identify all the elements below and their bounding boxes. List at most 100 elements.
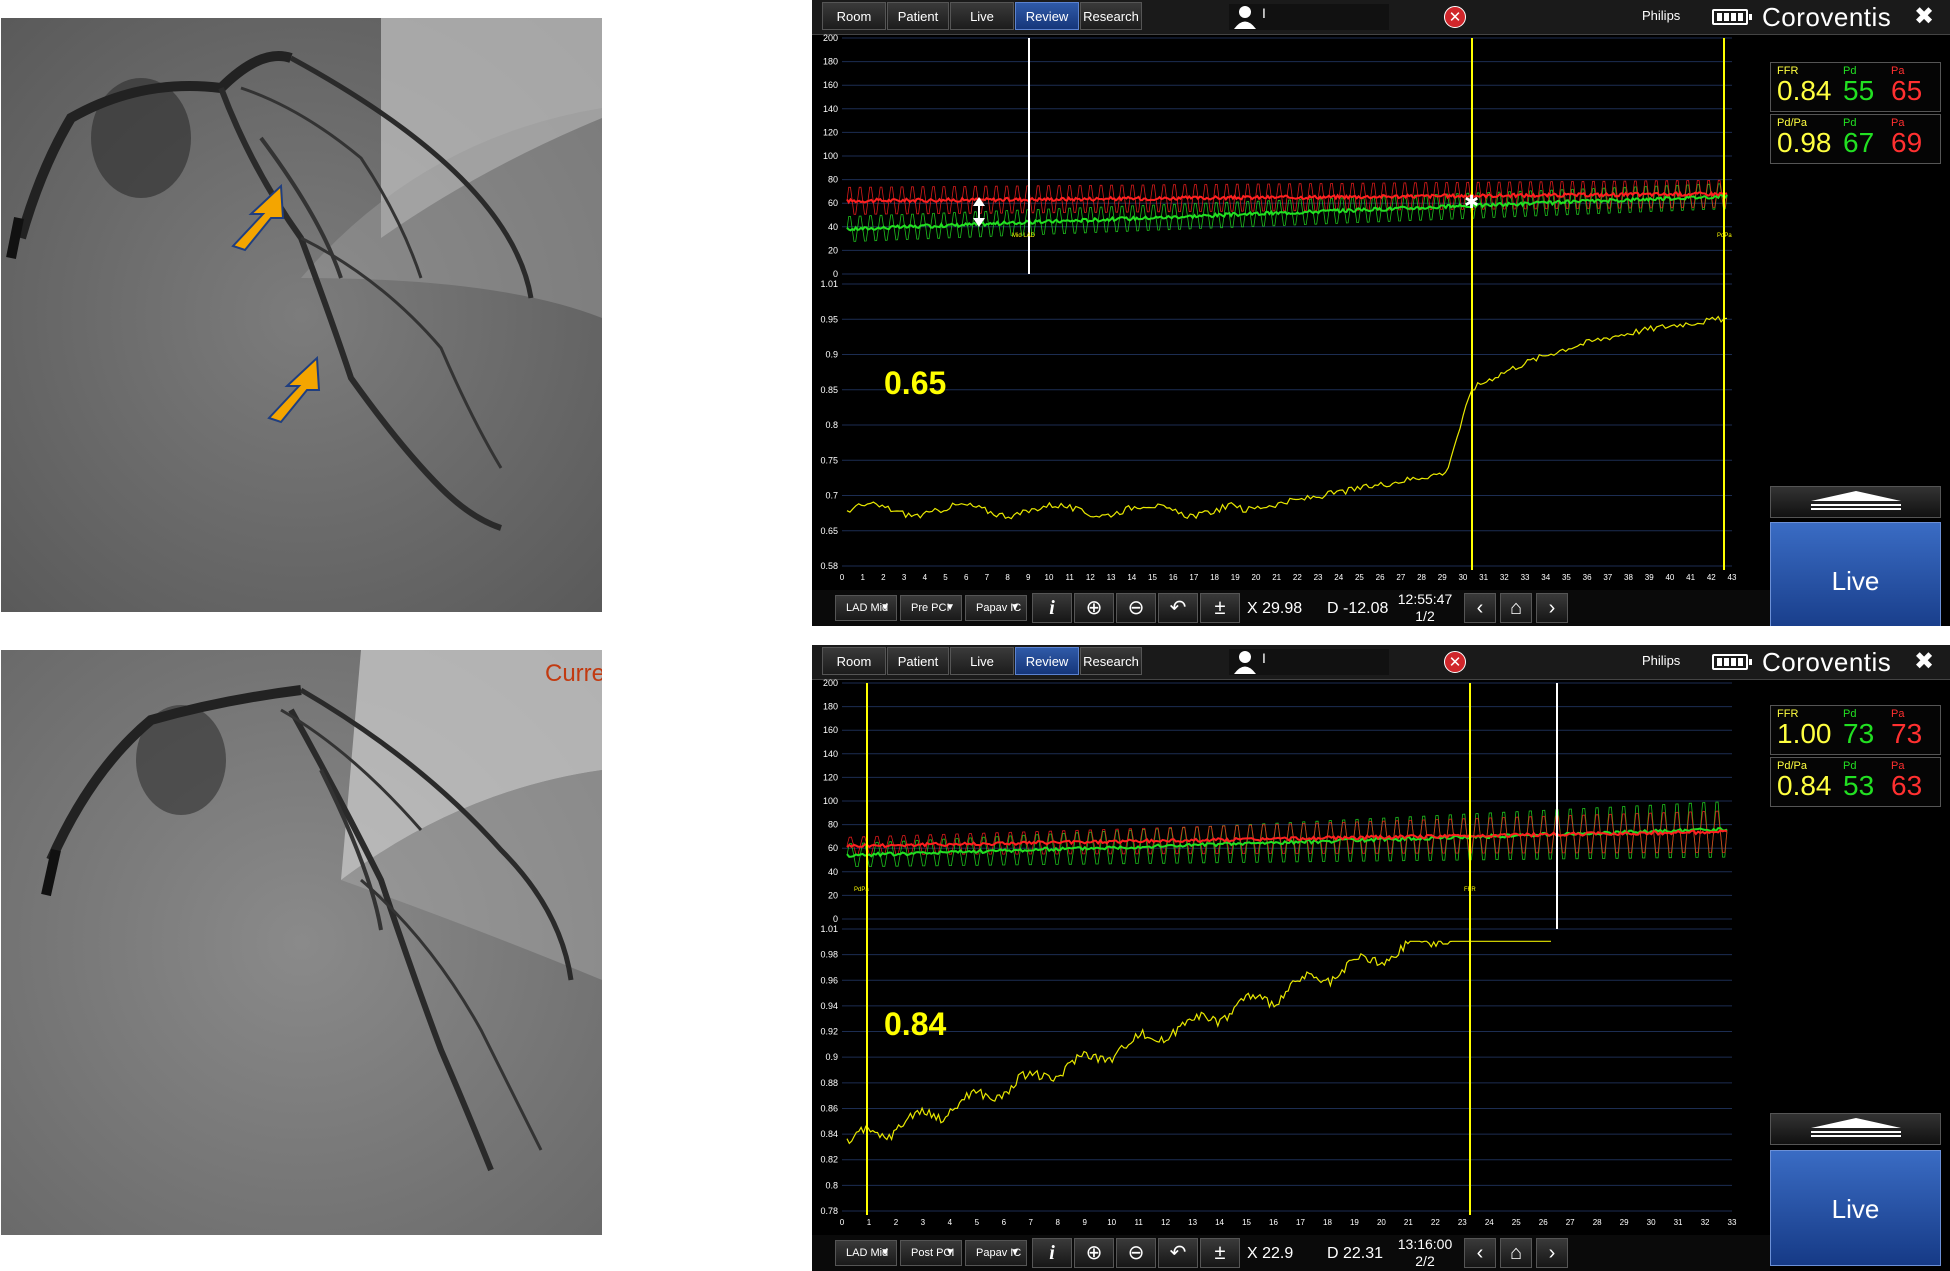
undo-icon[interactable]: ↶: [1158, 593, 1198, 623]
x-tick: 21: [1272, 573, 1281, 582]
pressure-chart[interactable]: 2001801601401201008060402001.010.950.90.…: [812, 34, 1770, 590]
x-tick: 6: [964, 573, 969, 582]
tab-research[interactable]: Research: [1080, 2, 1142, 30]
zoom-in-icon[interactable]: ⊕: [1074, 1238, 1114, 1268]
tab-room[interactable]: Room: [822, 647, 886, 675]
x-tick: 18: [1210, 573, 1219, 582]
user-label: I: [1262, 5, 1266, 21]
x-tick: 19: [1350, 1218, 1359, 1227]
close-icon[interactable]: ✕: [1444, 651, 1466, 673]
brand-philips: Philips: [1642, 653, 1681, 668]
x-tick: 37: [1603, 573, 1612, 582]
tab-room[interactable]: Room: [822, 2, 886, 30]
lock-icon[interactable]: ⌂: [1500, 593, 1532, 623]
tab-review[interactable]: Review: [1015, 2, 1079, 30]
x-tick: 33: [1728, 1218, 1737, 1227]
dropdown-2[interactable]: Papav IC ▼: [965, 595, 1027, 621]
tab-patient[interactable]: Patient: [887, 2, 949, 30]
plus-minus-icon[interactable]: ±: [1200, 593, 1240, 623]
pdpa-ratio-trace: [846, 315, 1728, 520]
expand-panel-button[interactable]: [1770, 1113, 1941, 1145]
x-tick: 30: [1647, 1218, 1656, 1227]
x-tick: 11: [1066, 573, 1075, 582]
x-tick: 10: [1107, 1218, 1116, 1227]
close-icon[interactable]: ✕: [1444, 6, 1466, 28]
tab-live[interactable]: Live: [950, 647, 1014, 675]
brand-coroventis-logo: Coroventis: [1762, 647, 1892, 677]
dropdown-2[interactable]: Papav IC ▼: [965, 1240, 1027, 1266]
pa-mean-trace: [846, 829, 1728, 849]
dropdown-0[interactable]: LAD Mid ▼: [835, 1240, 897, 1266]
chevron-down-icon: ▼: [945, 602, 955, 613]
x-tick: 23: [1314, 573, 1323, 582]
live-button[interactable]: Live: [1770, 1150, 1941, 1266]
lock-icon[interactable]: ⌂: [1500, 1238, 1532, 1268]
user-icon[interactable]: [1232, 4, 1258, 30]
dropdown-0[interactable]: LAD Mid ▼: [835, 595, 897, 621]
x-tick: 31: [1674, 1218, 1683, 1227]
plus-minus-icon[interactable]: ±: [1200, 1238, 1240, 1268]
pressure-y-tick: 120: [823, 772, 838, 782]
x-tick: 29: [1438, 573, 1447, 582]
ratio-y-tick: 0.84: [820, 1129, 838, 1139]
tools-icon[interactable]: ✖: [1913, 648, 1935, 675]
pd-mean-trace: [846, 827, 1728, 858]
tools-icon[interactable]: ✖: [1913, 3, 1935, 30]
tab-research[interactable]: Research: [1080, 647, 1142, 675]
tab-review[interactable]: Review: [1015, 647, 1079, 675]
info-icon[interactable]: i: [1032, 593, 1072, 623]
dropdown-1[interactable]: Pre PCI ▼: [900, 595, 962, 621]
x-tick: 7: [1029, 1218, 1034, 1227]
info-icon[interactable]: i: [1032, 1238, 1072, 1268]
measure-arrow-icon[interactable]: [973, 197, 985, 227]
dropdown-label: Post PCI: [911, 1247, 955, 1259]
zoom-out-icon[interactable]: ⊖: [1116, 593, 1156, 623]
prev-icon[interactable]: ‹: [1464, 1238, 1496, 1268]
user-icon[interactable]: [1232, 649, 1258, 675]
d-readout: D 22.31: [1327, 1245, 1384, 1262]
live-button[interactable]: Live: [1770, 522, 1941, 626]
pressure-y-tick: 180: [823, 702, 838, 712]
x-tick: 2: [894, 1218, 899, 1227]
expand-panel-button[interactable]: [1770, 486, 1941, 518]
value-label: Pa: [1891, 117, 1905, 129]
ratio-y-tick: 0.96: [820, 975, 838, 985]
x-tick: 35: [1562, 573, 1571, 582]
ratio-y-tick: 0.65: [820, 526, 838, 536]
pdpa-ratio-trace: [846, 940, 1551, 1145]
x-tick: 21: [1404, 1218, 1413, 1227]
timestamp: 13:16:00 2/2: [1397, 1236, 1453, 1270]
dropdown-1[interactable]: Post PCI ▼: [900, 1240, 962, 1266]
prev-icon[interactable]: ‹: [1464, 593, 1496, 623]
x-tick: 10: [1045, 573, 1054, 582]
zoom-in-icon[interactable]: ⊕: [1074, 593, 1114, 623]
x-tick: 3: [902, 573, 907, 582]
next-icon[interactable]: ›: [1536, 593, 1568, 623]
chevron-down-icon: ▼: [1010, 1247, 1020, 1258]
pressure-y-tick: 140: [823, 104, 838, 114]
value-number: 0.84: [1777, 770, 1832, 801]
pressure-chart[interactable]: 2001801601401201008060402001.010.980.960…: [812, 679, 1770, 1235]
pressure-y-tick: 60: [828, 843, 838, 853]
undo-icon[interactable]: ↶: [1158, 1238, 1198, 1268]
coroventis-panel-pre: Room Patient Live Review Research I ✕ Philips Co…: [812, 0, 1950, 626]
next-icon[interactable]: ›: [1536, 1238, 1568, 1268]
value-number: 55: [1843, 75, 1875, 106]
resting-ratio-value: 0.65: [884, 365, 946, 401]
pdpa-value-box: Pd/Pa 0.84 Pd 53 Pa 63: [1770, 757, 1941, 807]
tab-patient[interactable]: Patient: [887, 647, 949, 675]
x-tick: 26: [1539, 1218, 1548, 1227]
tab-live[interactable]: Live: [950, 2, 1014, 30]
value-label: Pd: [1843, 65, 1857, 77]
value-number: 1.00: [1777, 718, 1832, 749]
x-tick: 12: [1161, 1218, 1170, 1227]
ratio-y-tick: 0.86: [820, 1103, 838, 1113]
zoom-out-icon[interactable]: ⊖: [1116, 1238, 1156, 1268]
x-tick: 5: [975, 1218, 980, 1227]
pressure-y-tick: 160: [823, 725, 838, 735]
x-tick: 20: [1377, 1218, 1386, 1227]
x-tick: 24: [1334, 573, 1343, 582]
user-name-box: [1229, 649, 1389, 675]
ratio-y-tick: 0.92: [820, 1027, 838, 1037]
value-label: Pa: [1891, 65, 1905, 77]
